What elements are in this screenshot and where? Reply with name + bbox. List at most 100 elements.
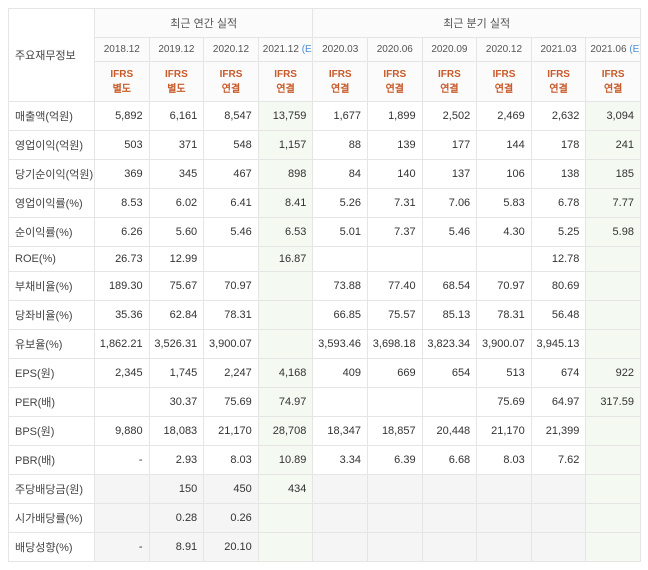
header-standard: IFRS연결 xyxy=(422,62,477,102)
cell: 0.26 xyxy=(204,504,259,533)
cell: 6,161 xyxy=(149,102,204,131)
cell xyxy=(422,475,477,504)
cell: 7.37 xyxy=(368,218,423,247)
cell: 5.60 xyxy=(149,218,204,247)
cell: 467 xyxy=(204,160,259,189)
cell: 12.78 xyxy=(531,247,586,272)
cell xyxy=(258,301,313,330)
table-row: EPS(원)2,3451,7452,2474,16840966965451367… xyxy=(9,359,641,388)
cell: 4,168 xyxy=(258,359,313,388)
cell: 6.68 xyxy=(422,446,477,475)
cell: 3,823.34 xyxy=(422,330,477,359)
cell: 18,083 xyxy=(149,417,204,446)
cell xyxy=(586,247,641,272)
cell: 2,502 xyxy=(422,102,477,131)
cell xyxy=(204,247,259,272)
cell: 189.30 xyxy=(95,272,150,301)
cell: 7.62 xyxy=(531,446,586,475)
cell xyxy=(586,301,641,330)
header-standard: IFRS연결 xyxy=(586,62,641,102)
table-row: 당기순이익(억원)36934546789884140137106138185 xyxy=(9,160,641,189)
cell xyxy=(586,446,641,475)
cell: 2,247 xyxy=(204,359,259,388)
table-row: BPS(원)9,88018,08321,17028,70818,34718,85… xyxy=(9,417,641,446)
row-label: 유보율(%) xyxy=(9,330,95,359)
cell: 5.83 xyxy=(477,189,532,218)
cell: 669 xyxy=(368,359,423,388)
header-standard: IFRS연결 xyxy=(204,62,259,102)
header-standard: IFRS연결 xyxy=(258,62,313,102)
cell: 2.93 xyxy=(149,446,204,475)
header-standard: IFRS별도 xyxy=(95,62,150,102)
cell: 78.31 xyxy=(477,301,532,330)
cell: 8,547 xyxy=(204,102,259,131)
row-label: 시가배당률(%) xyxy=(9,504,95,533)
cell: 3,945.13 xyxy=(531,330,586,359)
cell: 922 xyxy=(586,359,641,388)
cell: 3.34 xyxy=(313,446,368,475)
cell xyxy=(477,475,532,504)
cell: 13,759 xyxy=(258,102,313,131)
cell: 6.53 xyxy=(258,218,313,247)
header-period: 2020.09 xyxy=(422,38,477,62)
cell: 8.03 xyxy=(477,446,532,475)
header-period: 2020.03 xyxy=(313,38,368,62)
cell: 6.78 xyxy=(531,189,586,218)
table-row: 순이익률(%)6.265.605.466.535.017.375.464.305… xyxy=(9,218,641,247)
cell: 7.06 xyxy=(422,189,477,218)
cell: 21,170 xyxy=(477,417,532,446)
table-row: 당좌비율(%)35.3662.8478.3166.8575.5785.1378.… xyxy=(9,301,641,330)
row-label: BPS(원) xyxy=(9,417,95,446)
row-label: 영업이익률(%) xyxy=(9,189,95,218)
cell: 3,593.46 xyxy=(313,330,368,359)
header-standard: IFRS연결 xyxy=(531,62,586,102)
cell: 241 xyxy=(586,131,641,160)
cell: 74.97 xyxy=(258,388,313,417)
cell: 5.46 xyxy=(204,218,259,247)
header-period: 2021.03 xyxy=(531,38,586,62)
cell xyxy=(368,388,423,417)
cell: 21,170 xyxy=(204,417,259,446)
cell: 16.87 xyxy=(258,247,313,272)
header-standard: IFRS연결 xyxy=(477,62,532,102)
cell: 2,632 xyxy=(531,102,586,131)
table-body: 매출액(억원)5,8926,1618,54713,7591,6771,8992,… xyxy=(9,102,641,562)
cell xyxy=(313,504,368,533)
cell: 513 xyxy=(477,359,532,388)
cell: 18,347 xyxy=(313,417,368,446)
cell xyxy=(586,417,641,446)
cell xyxy=(477,247,532,272)
cell xyxy=(258,330,313,359)
cell: 85.13 xyxy=(422,301,477,330)
row-label: 순이익률(%) xyxy=(9,218,95,247)
financial-table: 주요재무정보 최근 연간 실적 최근 분기 실적 2018.122019.122… xyxy=(8,8,641,562)
cell: 409 xyxy=(313,359,368,388)
cell: 178 xyxy=(531,131,586,160)
cell xyxy=(95,388,150,417)
cell: 548 xyxy=(204,131,259,160)
cell: 75.67 xyxy=(149,272,204,301)
cell: 35.36 xyxy=(95,301,150,330)
cell xyxy=(586,330,641,359)
table-row: 영업이익(억원)5033715481,15788139177144178241 xyxy=(9,131,641,160)
cell: 10.89 xyxy=(258,446,313,475)
cell: 7.31 xyxy=(368,189,423,218)
row-label: PER(배) xyxy=(9,388,95,417)
header-period: 2019.12 xyxy=(149,38,204,62)
row-label: 매출액(억원) xyxy=(9,102,95,131)
cell: 3,094 xyxy=(586,102,641,131)
header-standard: IFRS연결 xyxy=(368,62,423,102)
table-row: 영업이익률(%)8.536.026.418.415.267.317.065.83… xyxy=(9,189,641,218)
cell: 20,448 xyxy=(422,417,477,446)
cell: 150 xyxy=(149,475,204,504)
header-period: 2020.12 xyxy=(204,38,259,62)
table-row: 부채비율(%)189.3075.6770.9773.8877.4068.5470… xyxy=(9,272,641,301)
cell: 75.57 xyxy=(368,301,423,330)
cell: 1,862.21 xyxy=(95,330,150,359)
cell: 3,900.07 xyxy=(204,330,259,359)
header-group-annual: 최근 연간 실적 xyxy=(95,9,313,38)
cell: 4.30 xyxy=(477,218,532,247)
cell: 0.28 xyxy=(149,504,204,533)
cell: 345 xyxy=(149,160,204,189)
header-group-quarter: 최근 분기 실적 xyxy=(313,9,641,38)
